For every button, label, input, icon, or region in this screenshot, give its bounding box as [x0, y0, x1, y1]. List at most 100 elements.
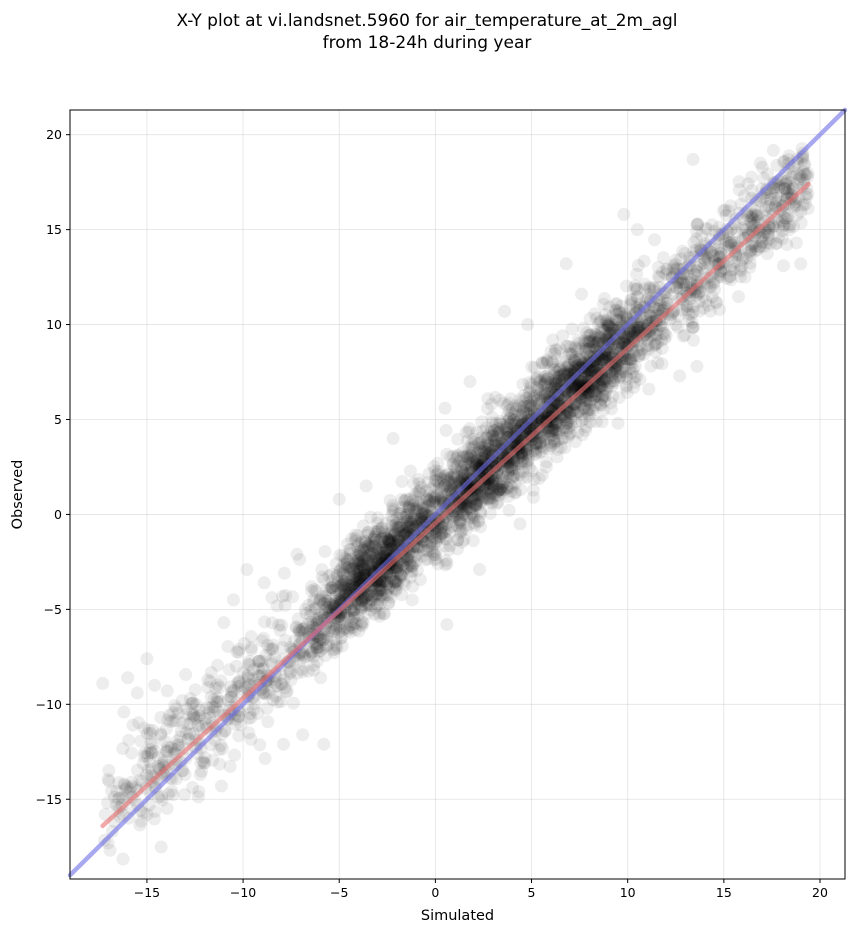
scatter-point: [376, 607, 390, 621]
scatter-point: [612, 313, 626, 327]
scatter-point: [539, 455, 553, 469]
scatter-point: [310, 601, 324, 615]
scatter-point: [606, 374, 620, 388]
scatter-point: [358, 567, 372, 581]
scatter-point: [635, 316, 649, 330]
scatter-point: [353, 545, 367, 559]
scatter-point: [341, 537, 355, 551]
scatter-point: [758, 203, 772, 217]
scatter-point: [398, 500, 412, 514]
scatter-point: [394, 501, 408, 515]
scatter-point: [516, 465, 530, 479]
scatter-point: [543, 424, 557, 438]
scatter-point: [506, 413, 520, 427]
scatter-point: [101, 772, 115, 786]
scatter-point: [596, 388, 610, 402]
scatter-point: [367, 588, 381, 602]
scatter-point: [497, 483, 511, 497]
scatter-point: [561, 416, 575, 430]
scatter-point: [459, 450, 473, 464]
scatter-point: [794, 257, 808, 271]
scatter-point: [225, 684, 239, 698]
scatter-point: [633, 317, 647, 331]
scatter-point: [413, 486, 427, 500]
scatter-point: [595, 391, 609, 405]
scatter-point: [160, 745, 174, 759]
x-axis-label: Simulated: [421, 908, 494, 924]
scatter-point: [608, 303, 622, 317]
scatter-point: [197, 756, 211, 770]
scatter-point: [732, 290, 746, 304]
scatter-point: [96, 676, 110, 690]
scatter-point: [493, 483, 507, 497]
scatter-point: [649, 337, 663, 351]
scatter-point: [552, 416, 566, 430]
scatter-point: [347, 604, 361, 618]
scatter-point: [793, 168, 807, 182]
scatter-point: [368, 530, 382, 544]
scatter-point: [594, 326, 608, 340]
scatter-point: [343, 567, 357, 581]
scatter-point: [604, 345, 618, 359]
scatter-point: [347, 561, 361, 575]
scatter-point: [582, 403, 596, 417]
scatter-point: [428, 553, 442, 567]
scatter-point: [257, 631, 271, 645]
scatter-point: [435, 520, 449, 534]
scatter-point: [757, 239, 771, 253]
scatter-point: [656, 251, 670, 265]
scatter-point: [421, 499, 435, 513]
scatter-point: [290, 621, 304, 635]
scatter-point: [453, 454, 467, 468]
scatter-point: [483, 486, 497, 500]
scatter-point: [278, 681, 292, 695]
scatter-point: [481, 435, 495, 449]
scatter-point: [485, 496, 499, 510]
scatter-point: [327, 621, 341, 635]
scatter-point: [610, 307, 624, 321]
scatter-point: [459, 425, 473, 439]
scatter-point: [210, 678, 224, 692]
scatter-point: [456, 450, 470, 464]
scatter-point: [362, 538, 376, 552]
scatter-point: [565, 322, 579, 336]
scatter-point: [357, 562, 371, 576]
scatter-point: [457, 533, 471, 547]
scatter-point: [332, 587, 346, 601]
scatter-point: [482, 442, 496, 456]
scatter-point: [495, 477, 509, 491]
scatter-point: [550, 423, 564, 437]
scatter-point: [346, 578, 360, 592]
scatter-point: [335, 623, 349, 637]
scatter-point: [797, 158, 811, 172]
scatter-point: [597, 297, 611, 311]
scatter-point: [532, 392, 546, 406]
scatter-point: [466, 455, 480, 469]
scatter-point: [470, 494, 484, 508]
scatter-point: [126, 718, 140, 732]
scatter-point: [573, 395, 587, 409]
scatter-point: [441, 473, 455, 487]
scatter-point: [532, 445, 546, 459]
scatter-point: [505, 460, 519, 474]
scatter-point: [519, 406, 533, 420]
scatter-point: [350, 540, 364, 554]
scatter-point: [388, 528, 402, 542]
scatter-point: [527, 389, 541, 403]
scatter-point: [130, 686, 144, 700]
scatter-point: [395, 475, 409, 489]
scatter-point: [502, 503, 516, 517]
scatter-point: [465, 499, 479, 513]
scatter-point: [556, 329, 570, 343]
scatter-point: [622, 330, 636, 344]
scatter-point: [730, 225, 744, 239]
scatter-point: [408, 550, 422, 564]
scatter-point: [357, 550, 371, 564]
scatter-point: [122, 785, 136, 799]
scatter-point: [475, 490, 489, 504]
points-layer: [96, 142, 815, 866]
scatter-point: [464, 494, 478, 508]
scatter-point: [318, 544, 332, 558]
scatter-point: [716, 204, 730, 218]
scatter-point: [410, 500, 424, 514]
